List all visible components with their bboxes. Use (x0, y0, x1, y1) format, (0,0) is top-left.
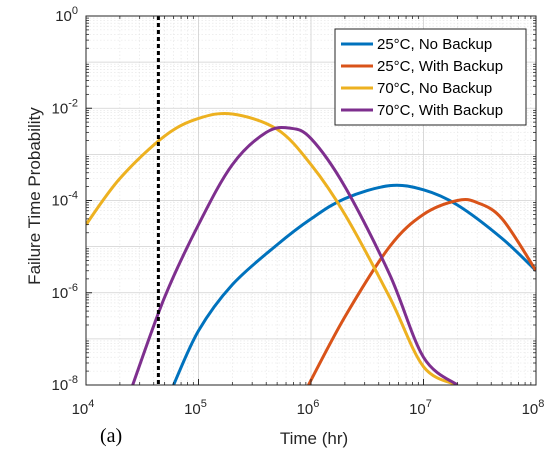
x-tick-label: 104 (72, 398, 95, 418)
y-tick-label: 10-2 (52, 97, 78, 117)
x-tick-label: 107 (409, 398, 432, 418)
grid (85, 15, 537, 386)
y-tick-label: 10-8 (52, 374, 78, 394)
x-tick-label: 108 (522, 398, 545, 418)
legend: 25°C, No Backup 25°C, With Backup 70°C, No… (334, 28, 527, 126)
legend-label-1: 25°C, No Backup (377, 36, 492, 53)
legend-label-2: 25°C, With Backup (377, 58, 503, 75)
series-line-2 (307, 198, 536, 385)
y-tick-label: 10-6 (52, 282, 78, 302)
series-line-3 (86, 111, 459, 385)
x-tick-label: 105 (184, 398, 207, 418)
legend-label-3: 70°C, No Backup (377, 80, 492, 97)
y-axis-label: Failure Time Probability (25, 107, 44, 285)
x-tick-label: 106 (297, 398, 320, 418)
axes: 104 105 106 107 108 10-8 10-6 10-4 10-2 100 (52, 5, 545, 418)
y-tick-label: 10-4 (52, 190, 78, 210)
series-line-1 (172, 183, 536, 385)
legend-label-4: 70°C, With Backup (377, 102, 503, 119)
y-tick-label: 100 (55, 5, 78, 25)
series-line-4 (131, 125, 459, 385)
panel-label: (a) (100, 425, 122, 447)
x-axis-label: Time (hr) (280, 429, 348, 448)
plot-area (86, 16, 536, 385)
